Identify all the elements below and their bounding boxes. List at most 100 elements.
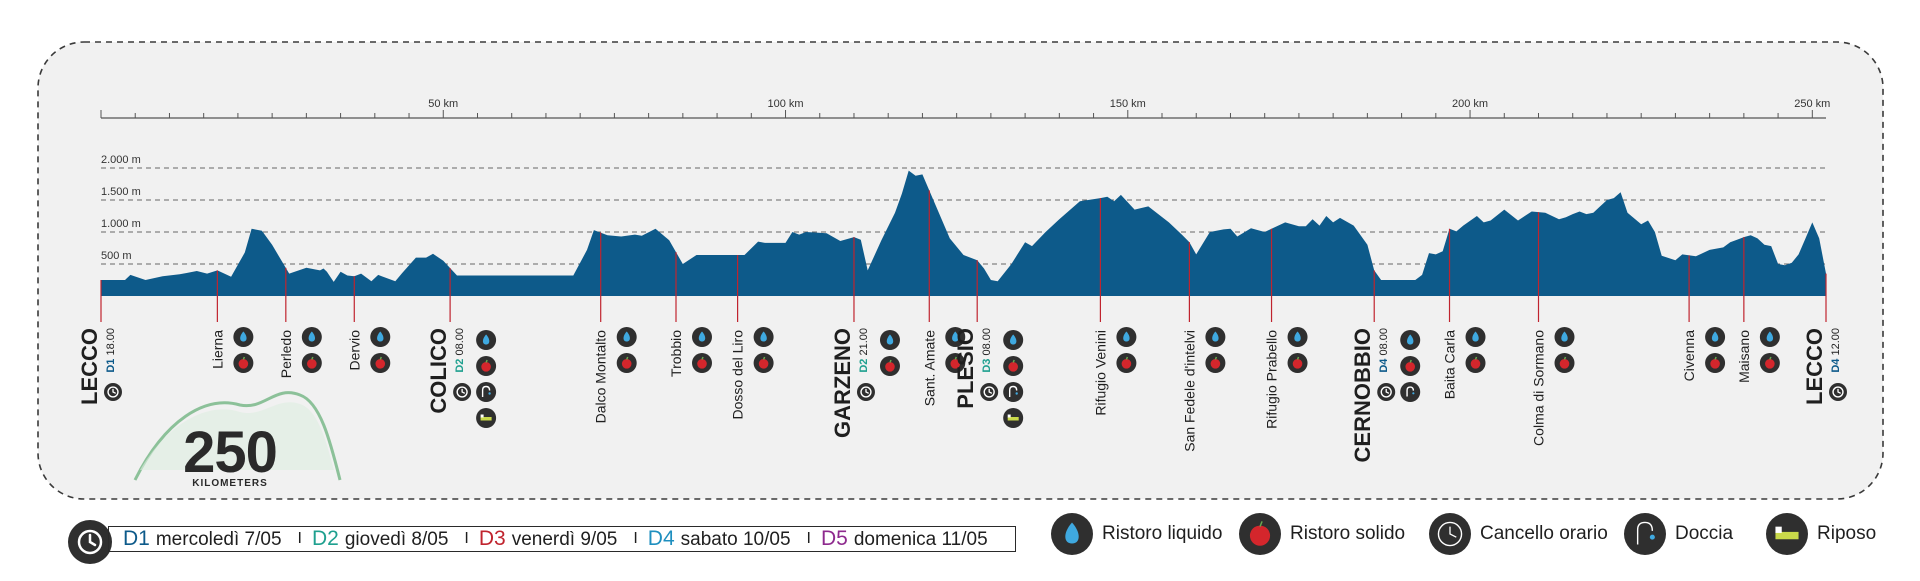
legend-label: Ristoro liquido	[1102, 523, 1223, 544]
water-drop-icon	[879, 330, 900, 350]
clock-icon	[980, 383, 999, 401]
station-day: D4 12.00	[1830, 328, 1842, 373]
marker: Maisano	[1736, 237, 1780, 383]
clock-icon	[104, 383, 122, 401]
apple-icon	[233, 353, 254, 373]
shower-icon	[1003, 382, 1024, 402]
water-drop-icon	[1400, 330, 1421, 350]
legend-item-doccia: Doccia	[1623, 512, 1733, 556]
clock-icon	[453, 383, 472, 401]
shower-pipe	[481, 385, 491, 397]
station-day: D4 08.00	[1378, 328, 1390, 373]
apple-shape	[1405, 362, 1416, 372]
drop-shape	[1294, 331, 1301, 342]
apple-shape	[885, 362, 895, 372]
water-drop-icon	[616, 327, 637, 347]
legend-day-d5: D5 domenica 11/05	[821, 527, 988, 551]
drop-shape	[1123, 331, 1130, 342]
shower-pipe	[1406, 386, 1415, 397]
axis-layer: 50 km 100 km 150 km 200 km 250 km	[100, 98, 1830, 119]
legend-day-date: giovedì 8/05	[344, 529, 449, 550]
apple-icon	[1205, 353, 1226, 373]
logo-250-km: 250 KILOMETERS	[133, 391, 342, 489]
shower-pipe	[1636, 521, 1654, 545]
bed-pillow	[1007, 414, 1011, 418]
apple-icon	[370, 353, 391, 373]
x-tick-label: 200 km	[1452, 98, 1488, 110]
apple-shape	[1008, 362, 1018, 372]
marker: Civenna	[1681, 255, 1726, 382]
day-code: D3	[981, 356, 993, 373]
marker: GARZENO D2 21.00	[830, 237, 900, 438]
legend-item-liquido: Ristoro liquido	[1050, 512, 1222, 556]
water-drop-icon	[692, 327, 712, 347]
waypoint-name: Dalco Montalto	[593, 330, 609, 424]
apple-shape	[621, 359, 632, 369]
logo-number: 250	[183, 420, 277, 485]
apple-stem	[1474, 356, 1478, 360]
legend-icon-svg	[1766, 513, 1808, 555]
shower-drop	[1412, 392, 1415, 395]
legend-day-code: D2	[312, 527, 339, 550]
legend-days-box: D1 mercoledì 7/05 I D2 giovedì 8/05 I D3 venerd…	[108, 526, 1016, 552]
apple-stem	[626, 356, 629, 360]
station-name: COLICO	[426, 328, 451, 414]
apple-icon	[945, 353, 966, 373]
clock-hands	[988, 388, 993, 394]
drop-shape	[623, 331, 630, 342]
station-name: PLESIO	[953, 328, 978, 409]
gridlines: 500 m 1.000 m 1.500 m 2.000 m	[101, 154, 1826, 265]
apple-icon	[1400, 356, 1421, 376]
day-time: 08.00	[1378, 328, 1390, 356]
drop-shape	[308, 331, 316, 342]
clock-hands	[461, 388, 466, 394]
apple-icon	[476, 356, 497, 376]
day-code: D4	[1378, 356, 1390, 373]
logo-caption: KILOMETERS	[192, 478, 268, 489]
apple-shape	[307, 359, 317, 369]
apple-shape	[1121, 359, 1132, 369]
x-tick-label: 150 km	[1110, 98, 1146, 110]
legend-separator: I	[464, 530, 469, 547]
apple-icon	[1465, 353, 1486, 373]
apple-icon	[879, 356, 900, 376]
station-day: D1 18.00	[105, 328, 117, 373]
apple-icon	[1003, 356, 1024, 376]
drop-shape	[482, 334, 490, 345]
legend-separator: I	[297, 530, 302, 547]
drop-shape	[1472, 331, 1479, 342]
day-time: 18.00	[105, 328, 117, 356]
bed-mattress	[1775, 531, 1799, 540]
marker: Trobbio	[668, 252, 712, 377]
marker: Sant. Amate	[921, 190, 966, 406]
legend-label: Riposo	[1817, 523, 1877, 544]
apple-shape	[1710, 359, 1720, 369]
drop-shape	[377, 331, 384, 342]
day-time: 08.00	[981, 328, 993, 356]
marker: San Fedele d'intelvi	[1181, 242, 1226, 452]
waypoint-name: Rifugio Venini	[1092, 330, 1108, 416]
waypoint-name: Dervio	[346, 330, 362, 371]
water-drop-icon	[301, 327, 322, 347]
bed-mattress	[1007, 417, 1019, 421]
apple-shape	[758, 359, 769, 369]
station-name: LECCO	[77, 328, 102, 405]
apple-stem	[1012, 359, 1015, 363]
x-tick-label: 250 km	[1794, 98, 1830, 110]
apple-shape	[1249, 525, 1271, 546]
y-tick-label: 1.000 m	[101, 218, 141, 230]
drop-shape	[1212, 331, 1219, 342]
legend-label: Doccia	[1675, 523, 1734, 544]
apple-stem	[1296, 356, 1300, 360]
bed-mattress	[480, 417, 492, 421]
clock-face	[107, 386, 119, 398]
waypoint-name: Colma di Sormano	[1531, 330, 1547, 446]
apple-icon	[1759, 353, 1780, 373]
apple-shape	[375, 359, 386, 369]
shower-drop	[1015, 392, 1018, 395]
apple-icon	[1116, 353, 1137, 373]
legend-item-solido: Ristoro solido	[1238, 512, 1405, 556]
waypoint-name: Civenna	[1681, 330, 1697, 382]
shower-pipe	[1008, 385, 1018, 397]
drop-shape	[1711, 331, 1719, 342]
